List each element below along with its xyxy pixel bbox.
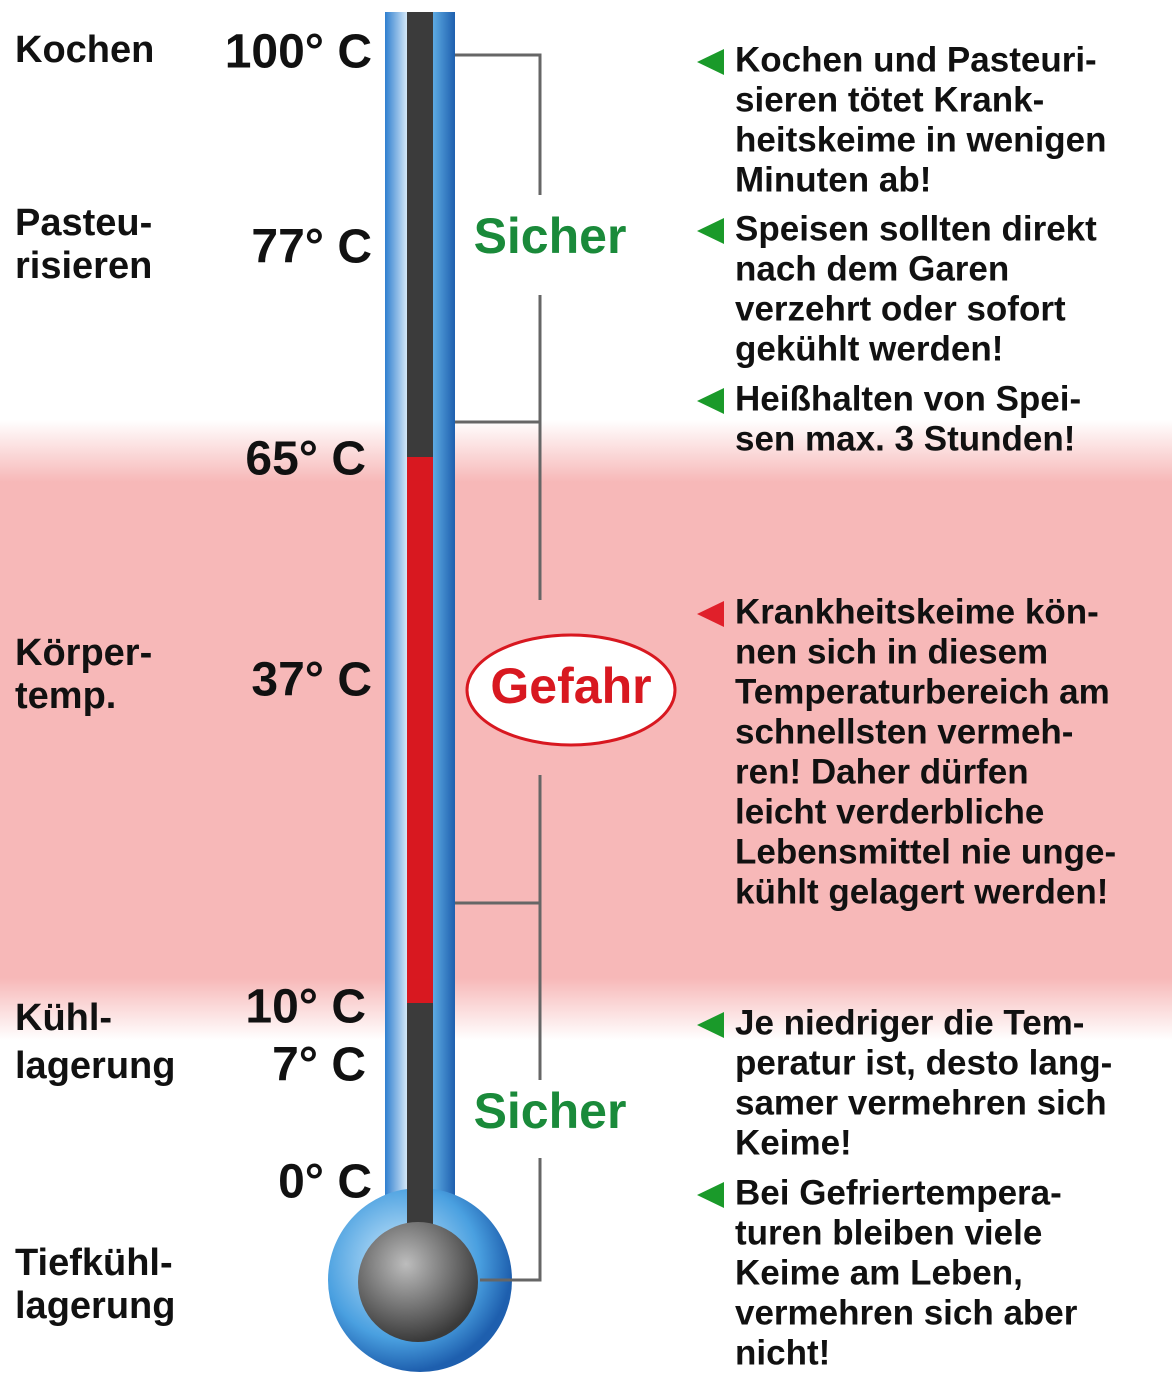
bulb-ball <box>358 1222 478 1342</box>
note-text: Speisen sollten direkt <box>735 209 1097 248</box>
note-text: Keime! <box>735 1123 852 1162</box>
left-label: risieren <box>15 245 152 287</box>
note-text: ren! Daher dürfen <box>735 752 1029 791</box>
note-text: heitskeime in wenigen <box>735 120 1107 159</box>
note-arrow <box>697 49 724 75</box>
note-text: kühlt gelagert werden! <box>735 872 1108 911</box>
note-text: peratur ist, desto lang- <box>735 1043 1112 1082</box>
temperature-label: 7° C <box>272 1039 366 1092</box>
left-label: Pasteu- <box>15 202 152 244</box>
zone-label: Sicher <box>474 208 627 264</box>
left-label: lagerung <box>15 1285 175 1327</box>
note-text: vermehren sich aber <box>735 1293 1078 1332</box>
note-text: sieren tötet Krank- <box>735 80 1044 119</box>
left-label: Körper- <box>15 632 152 674</box>
danger-column <box>407 457 433 1003</box>
temperature-label: 37° C <box>251 654 372 707</box>
note-text: Je niedriger die Tem- <box>735 1003 1084 1042</box>
note-text: sen max. 3 Stunden! <box>735 419 1075 458</box>
note-text: samer vermehren sich <box>735 1083 1107 1122</box>
left-label: Tiefkühl- <box>15 1242 173 1284</box>
zone-label: Gefahr <box>490 658 651 714</box>
left-label: Kühl- <box>15 997 112 1039</box>
temperature-label: 10° C <box>245 981 366 1034</box>
note-text: leicht verderbliche <box>735 792 1044 831</box>
temperature-label: 65° C <box>245 433 366 486</box>
note-arrow <box>697 1182 724 1208</box>
note-text: nicht! <box>735 1333 830 1372</box>
note-text: Heißhalten von Spei- <box>735 379 1081 418</box>
note-text: Bei Gefriertempera- <box>735 1173 1062 1212</box>
note-text: Keime am Leben, <box>735 1253 1023 1292</box>
infographic: Sicher Gefahr Sicher Kochen Pasteu-risier… <box>0 0 1172 1388</box>
left-label: lagerung <box>15 1045 175 1087</box>
zone-label: Sicher <box>474 1083 627 1139</box>
temperature-label: 77° C <box>251 221 372 274</box>
note-text: Minuten ab! <box>735 160 931 199</box>
note-text: nen sich in diesem <box>735 632 1048 671</box>
note-text: Lebensmittel nie unge- <box>735 832 1116 871</box>
note-text: gekühlt werden! <box>735 329 1003 368</box>
note-text: Krankheitskeime kön- <box>735 592 1099 631</box>
temperature-label: 100° C <box>225 26 372 79</box>
note-text: Temperaturbereich am <box>735 672 1110 711</box>
note-text: turen bleiben viele <box>735 1213 1042 1252</box>
left-label: Kochen <box>15 29 154 71</box>
note-text: verzehrt oder sofort <box>735 289 1066 328</box>
note-text: Kochen und Pasteuri- <box>735 40 1097 79</box>
note-text: nach dem Garen <box>735 249 1009 288</box>
note-arrow <box>697 218 724 244</box>
note-text: schnellsten vermeh- <box>735 712 1073 751</box>
temperature-label: 0° C <box>278 1156 372 1209</box>
left-label: temp. <box>15 675 116 717</box>
note-arrow <box>697 388 724 414</box>
